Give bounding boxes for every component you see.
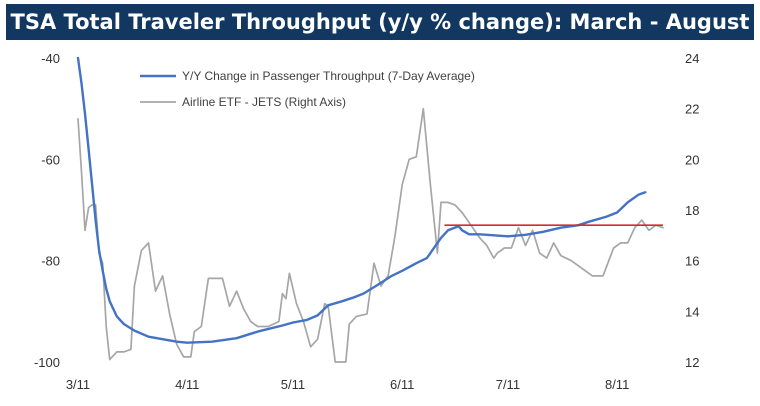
x-tick-label: 6/11 (390, 377, 414, 392)
legend-entry: Y/Y Change in Passenger Throughput (7-Da… (182, 69, 475, 83)
chart-plot: -40 -60 -80 -100 24 22 20 18 16 14 12 3/11 4/11 5/1… (0, 40, 760, 406)
legend-entry: Airline ETF - JETS (Right Axis) (182, 95, 346, 109)
plot-background (0, 40, 760, 406)
chart-title: TSA Total Traveler Throughput (y/y % cha… (6, 4, 754, 40)
legend: Y/Y Change in Passenger Throughput (7-Da… (140, 69, 475, 109)
y-left-tick-label: -80 (41, 254, 60, 269)
x-axis: 3/11 4/11 5/11 6/11 7/11 8/11 (66, 377, 629, 392)
x-tick-label: 4/11 (175, 377, 199, 392)
series-line-passenger-throughput (76, 56, 647, 344)
y-left-tick-label: -60 (41, 152, 60, 167)
y-right-tick-label: 12 (685, 355, 699, 370)
right-axis: 24 22 20 18 16 14 12 (685, 51, 699, 370)
y-left-tick-label: -100 (34, 355, 60, 370)
y-right-tick-label: 22 (685, 102, 699, 117)
y-right-tick-label: 18 (685, 203, 699, 218)
y-right-tick-label: 14 (685, 304, 699, 319)
y-right-tick-label: 20 (685, 152, 699, 167)
series-lines (76, 56, 664, 363)
x-tick-label: 5/11 (281, 377, 305, 392)
y-right-tick-label: 16 (685, 254, 699, 269)
x-tick-label: 3/11 (66, 377, 90, 392)
x-tick-label: 7/11 (496, 377, 520, 392)
left-axis: -40 -60 -80 -100 (34, 51, 60, 370)
y-right-tick-label: 24 (685, 51, 699, 66)
y-left-tick-label: -40 (41, 51, 60, 66)
series-line-jets-etf (77, 107, 664, 363)
x-tick-label: 8/11 (605, 377, 629, 392)
